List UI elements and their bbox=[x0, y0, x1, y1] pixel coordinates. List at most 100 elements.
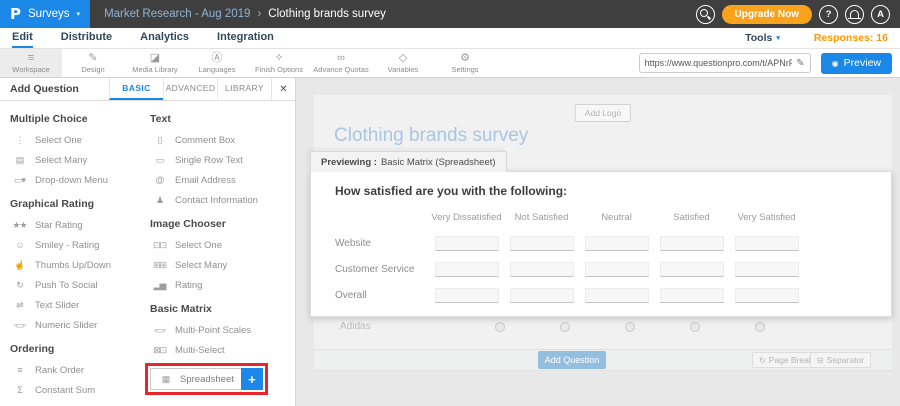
qtype-dropdown-menu[interactable]: ▭▾ Drop-down Menu bbox=[10, 170, 150, 190]
add-spreadsheet-button[interactable]: + bbox=[240, 368, 263, 390]
separator-button[interactable]: ⊟ Separator bbox=[810, 352, 872, 368]
qtype-single-row-text[interactable]: ▭ Single Row Text bbox=[150, 150, 294, 170]
matrix-input-cell[interactable] bbox=[584, 235, 649, 251]
menu-bar-right: Tools ▾ Responses: 16 bbox=[745, 28, 888, 48]
tool-advance-quotas[interactable]: ∞ Advance Quotas bbox=[313, 51, 369, 74]
section-basic-matrix: Basic Matrix bbox=[150, 303, 212, 315]
qtype-multi-select[interactable]: ⊠⊡ Multi-Select bbox=[150, 340, 294, 360]
tab-library[interactable]: LIBRARY bbox=[217, 78, 271, 100]
breadcrumb-folder[interactable]: Market Research - Aug 2019 bbox=[104, 8, 251, 20]
matrix-input-cell[interactable] bbox=[509, 235, 574, 251]
qtype-email-address[interactable]: @ Email Address bbox=[150, 170, 294, 190]
qtype-select-one[interactable]: ⋮ Select One bbox=[10, 130, 150, 150]
tool-design[interactable]: ✎ Design bbox=[81, 51, 105, 74]
upgrade-now-button[interactable]: Upgrade Now bbox=[721, 4, 812, 24]
matrix-input-cell[interactable] bbox=[659, 235, 724, 251]
radio-button[interactable] bbox=[625, 322, 635, 332]
matrix-input-cell[interactable] bbox=[434, 235, 499, 251]
radio-button[interactable] bbox=[495, 322, 505, 332]
qtype-thumbs-up-down[interactable]: ☝ Thumbs Up/Down bbox=[10, 255, 150, 275]
section-text: Text bbox=[150, 113, 171, 125]
edit-url-pencil-icon[interactable]: ✎ bbox=[796, 57, 805, 69]
account-button[interactable]: A bbox=[871, 4, 890, 24]
row-label: Overall bbox=[335, 289, 367, 301]
tab-advanced[interactable]: ADVANCED bbox=[163, 78, 217, 100]
sidebar-title: Add Question bbox=[10, 83, 79, 95]
dropdown-icon: ▭▾ bbox=[13, 174, 26, 185]
tools-menu[interactable]: Tools ▾ bbox=[745, 32, 780, 44]
radio-button[interactable] bbox=[690, 322, 700, 332]
tool-finish-options[interactable]: ✧ Finish Options bbox=[255, 51, 303, 74]
qtype-star-rating[interactable]: ★★ Star Rating bbox=[10, 215, 150, 235]
qtype-smiley-rating[interactable]: ☺ Smiley - Rating bbox=[10, 235, 150, 255]
tool-languages[interactable]: Ⓐ Languages bbox=[198, 51, 236, 74]
tool-workspace[interactable]: ≡ Workspace bbox=[0, 49, 62, 77]
matrix-input-cell[interactable] bbox=[434, 261, 499, 277]
qtype-multi-point-scales[interactable]: ◦▭◦ Multi-Point Scales bbox=[150, 320, 294, 340]
qtype-text-slider[interactable]: ⇌ Text Slider bbox=[10, 295, 150, 315]
qtype-push-to-social[interactable]: ↻ Push To Social bbox=[10, 275, 150, 295]
help-button[interactable]: ? bbox=[819, 4, 838, 24]
page-body: Add Question BASIC ADVANCED LIBRARY ✕ Mu… bbox=[0, 78, 900, 406]
toolbar-right: ✎ ◉ Preview bbox=[638, 49, 900, 77]
numbered-list-icon: ≡ bbox=[17, 365, 22, 375]
notifications-button[interactable] bbox=[845, 4, 864, 24]
matrix-input-cell[interactable] bbox=[509, 287, 574, 303]
radio-button[interactable] bbox=[560, 322, 570, 332]
questionpro-logo-icon: P bbox=[10, 5, 21, 23]
column-header: Very Dissatisfied bbox=[431, 211, 502, 223]
tools-label: Tools bbox=[745, 32, 773, 44]
matrix-input-cell[interactable] bbox=[584, 261, 649, 277]
workspace-icon: ≡ bbox=[27, 51, 35, 64]
tab-analytics[interactable]: Analytics bbox=[140, 31, 190, 43]
preview-button[interactable]: ◉ Preview bbox=[820, 52, 892, 74]
qtype-image-select-many[interactable]: ⊞⊞ Select Many bbox=[150, 255, 294, 275]
at-sign-icon: @ bbox=[155, 175, 164, 185]
tool-media-library[interactable]: ◪ Media Library bbox=[132, 51, 178, 74]
survey-title[interactable]: Clothing brands survey bbox=[334, 125, 529, 146]
tab-edit[interactable]: Edit bbox=[12, 28, 33, 48]
surveys-menu[interactable]: P Surveys ▾ bbox=[0, 0, 91, 28]
matrix-input-cell[interactable] bbox=[509, 261, 574, 277]
matrix-input-cell[interactable] bbox=[434, 287, 499, 303]
qtype-comment-box[interactable]: ▯ Comment Box bbox=[150, 130, 294, 150]
section-multiple-choice: Multiple Choice bbox=[10, 113, 88, 125]
qtype-rank-order[interactable]: ≡ Rank Order bbox=[10, 360, 150, 380]
comment-box-icon: ▯ bbox=[157, 134, 163, 145]
matrix-input-cell[interactable] bbox=[734, 261, 799, 277]
qtype-image-select-one[interactable]: ⊡⊡ Select One bbox=[150, 235, 294, 255]
survey-canvas: Add Logo Clothing brands survey Adidas A… bbox=[296, 78, 900, 406]
separator-icon: ⊟ bbox=[817, 355, 824, 365]
survey-url-box: ✎ bbox=[638, 53, 811, 73]
responses-count[interactable]: Responses: 16 bbox=[813, 32, 888, 44]
radio-button[interactable] bbox=[755, 322, 765, 332]
matrix-input-cell[interactable] bbox=[734, 235, 799, 251]
tool-settings[interactable]: ⚙ Settings bbox=[451, 51, 479, 74]
numeric-slider-icon: ◦▭◦ bbox=[13, 319, 27, 330]
matrix-input-cell[interactable] bbox=[734, 287, 799, 303]
matrix-input-cell[interactable] bbox=[659, 261, 724, 277]
qtype-image-rating[interactable]: ▂▅ Rating bbox=[150, 275, 294, 295]
tab-integration[interactable]: Integration bbox=[217, 31, 274, 43]
qtype-constant-sum[interactable]: Σ Constant Sum bbox=[10, 380, 150, 400]
survey-url-input[interactable] bbox=[644, 58, 793, 68]
magic-wand-icon: ✧ bbox=[274, 51, 284, 64]
qtype-contact-information[interactable]: ♟ Contact Information bbox=[150, 190, 294, 210]
qtype-spreadsheet[interactable]: ▦ Spreadsheet bbox=[150, 368, 241, 390]
tab-distribute[interactable]: Distribute bbox=[60, 31, 113, 43]
tab-basic[interactable]: BASIC bbox=[109, 78, 163, 100]
matrix-input-cell[interactable] bbox=[659, 287, 724, 303]
add-logo-button[interactable]: Add Logo bbox=[574, 104, 632, 122]
languages-icon: Ⓐ bbox=[211, 51, 223, 64]
qtype-select-many[interactable]: ▤ Select Many bbox=[10, 150, 150, 170]
section-image-chooser: Image Chooser bbox=[150, 218, 226, 230]
matrix-input-cell[interactable] bbox=[584, 287, 649, 303]
search-button[interactable] bbox=[695, 4, 715, 24]
page-break-button[interactable]: ↻ Page Break bbox=[752, 352, 821, 368]
sidebar-columns: Multiple Choice ⋮ Select One ▤ Select Ma… bbox=[0, 101, 295, 406]
add-question-button[interactable]: Add Question bbox=[538, 351, 606, 369]
close-icon[interactable]: ✕ bbox=[271, 78, 295, 100]
tool-variables[interactable]: ◇ Variables bbox=[387, 51, 419, 74]
qtype-numeric-slider[interactable]: ◦▭◦ Numeric Slider bbox=[10, 315, 150, 335]
